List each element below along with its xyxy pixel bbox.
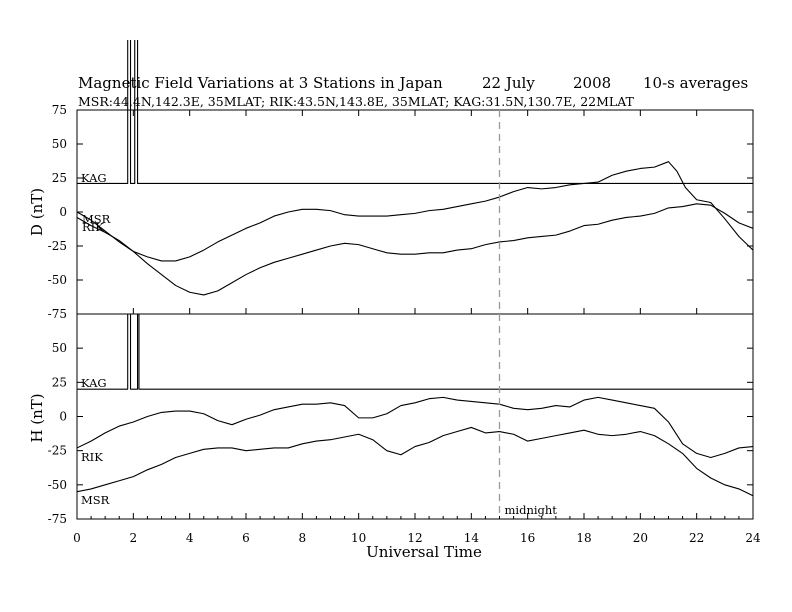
bottom-series-rik-line — [77, 396, 753, 459]
chart-date-year: 2008 — [573, 74, 611, 92]
chart-date-day: 22 July — [482, 74, 535, 92]
bottom-y-tick-label: 25 — [52, 375, 67, 389]
top-y-tick-label: -75 — [48, 307, 67, 321]
bottom-series-msr-line — [77, 426, 753, 497]
top-y-axis-label: D (nT) — [28, 188, 46, 236]
top-series-rik-line — [77, 203, 753, 296]
top-series-msr-line — [77, 161, 753, 262]
x-tick-label: 24 — [745, 531, 761, 545]
bottom-rik-label: RIK — [81, 450, 103, 464]
bottom-y-tick-label: 0 — [59, 410, 67, 424]
x-tick-label: 6 — [242, 531, 250, 545]
x-tick-label: 14 — [464, 531, 480, 545]
x-tick-label: 16 — [520, 531, 535, 545]
bottom-y-tick-label: -50 — [48, 478, 67, 492]
x-tick-label: 20 — [633, 531, 648, 545]
chart-subtitle-stations: MSR:44.4N,142.3E, 35MLAT; RIK:43.5N,143.… — [78, 94, 635, 109]
top-msr-label: MSR — [82, 212, 111, 226]
bottom-y-tick-label: -75 — [48, 512, 67, 526]
x-tick-label: 4 — [186, 531, 194, 545]
bottom-series-kag-line — [77, 314, 753, 390]
top-y-tick-label: 50 — [52, 137, 67, 151]
x-tick-label: 10 — [351, 531, 366, 545]
x-tick-label: 12 — [407, 531, 422, 545]
midnight-label: midnight — [505, 503, 558, 517]
top-panel-series — [77, 40, 753, 296]
x-tick-label: 2 — [130, 531, 138, 545]
top-series-kag-line — [77, 40, 753, 184]
top-y-tick-label: 0 — [59, 205, 67, 219]
bottom-y-tick-label: 50 — [52, 341, 67, 355]
top-y-tick-label: -50 — [48, 273, 67, 287]
x-tick-label: 22 — [689, 531, 704, 545]
top-y-tick-label: -25 — [48, 239, 67, 253]
bottom-msr-label: MSR — [81, 493, 110, 507]
bottom-y-tick-label: -25 — [48, 444, 67, 458]
x-axis-label: Universal Time — [366, 543, 482, 561]
bottom-y-axis-label: H (nT) — [28, 393, 46, 442]
bottom-panel-frame — [76, 313, 754, 520]
top-y-tick-label: 75 — [52, 103, 67, 117]
top-rik-label: RIK — [82, 220, 104, 234]
chart-averaging: 10-s averages — [643, 74, 748, 92]
x-tick-label: 8 — [299, 531, 307, 545]
bottom-kag-label: KAG — [81, 376, 107, 390]
top-y-tick-label: 25 — [52, 171, 67, 185]
x-tick-label: 0 — [73, 531, 81, 545]
x-tick-label: 18 — [576, 531, 591, 545]
top-panel-frame — [76, 109, 754, 315]
chart-title: Magnetic Field Variations at 3 Stations … — [78, 74, 443, 92]
bottom-panel-series — [77, 314, 753, 497]
top-kag-label: KAG — [81, 171, 107, 185]
